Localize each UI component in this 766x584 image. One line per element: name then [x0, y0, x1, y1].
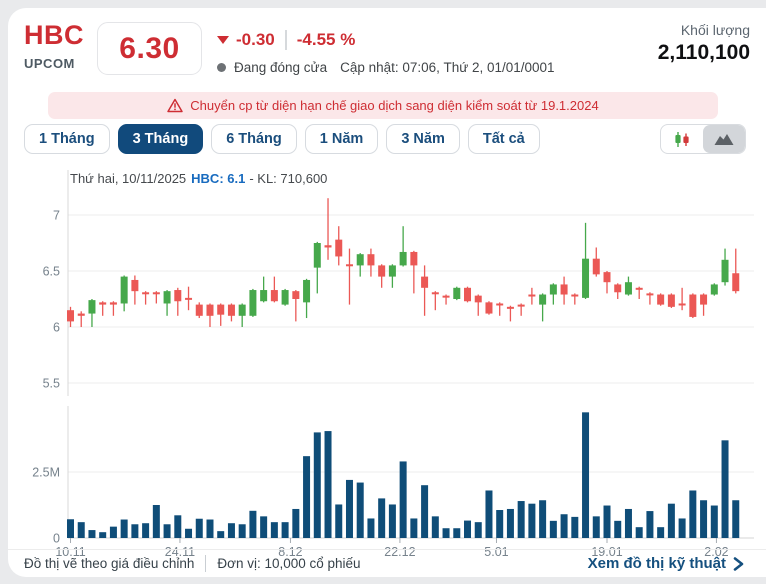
tooltip-volume: - KL: 710,600 — [249, 171, 328, 186]
market-status-row: Đang đóng cửa Cập nhật: 07:06, Thứ 2, 01… — [217, 60, 555, 75]
svg-text:19.01: 19.01 — [591, 545, 622, 559]
technical-chart-link[interactable]: Xem đồ thị kỹ thuật — [588, 555, 744, 572]
status-dot-icon — [217, 63, 226, 72]
svg-text:22.12: 22.12 — [384, 545, 415, 559]
exchange-label: UPCOM — [24, 56, 75, 71]
current-price: 6.30 — [119, 31, 180, 65]
svg-text:7: 7 — [53, 209, 60, 223]
triangle-down-icon — [217, 36, 229, 44]
market-status: Đang đóng cửa — [234, 60, 328, 75]
candlestick-icon — [675, 131, 689, 147]
price-change: -0.30 — [236, 30, 275, 49]
warning-icon — [167, 98, 184, 113]
tab-6-months[interactable]: 6 Tháng — [211, 124, 297, 154]
chart-footer: Đồ thị vẽ theo giá điều chỉnh Đơn vị: 10… — [8, 549, 766, 577]
tooltip-symbol-price: HBC: 6.1 — [191, 171, 246, 186]
candlestick-toggle-button[interactable] — [661, 125, 703, 153]
tooltip-date: Thứ hai, 10/11/2025 — [70, 171, 187, 186]
unit-note: Đơn vị: 10,000 cổ phiếu — [217, 556, 361, 571]
stock-widget-card: HBC UPCOM 6.30 -0.30 -4.55 % Đang đóng c… — [8, 8, 766, 577]
tab-1-year[interactable]: 1 Năm — [304, 124, 379, 154]
warning-banner: Chuyển cp từ diện hạn chế giao dịch sang… — [48, 92, 718, 119]
current-price-box: 6.30 — [97, 22, 202, 75]
svg-text:5.01: 5.01 — [484, 545, 508, 559]
footer-divider — [205, 555, 207, 572]
svg-text:24.11: 24.11 — [165, 545, 195, 559]
area-chart-toggle-button[interactable] — [703, 125, 745, 153]
warning-text: Chuyển cp từ diện hạn chế giao dịch sang… — [190, 98, 599, 113]
tab-1-month[interactable]: 1 Tháng — [24, 124, 110, 154]
volume-value: 2,110,100 — [657, 41, 750, 64]
chevron-right-icon — [733, 556, 744, 571]
chart-tooltip: Thứ hai, 10/11/2025 HBC: 6.1- KL: 710,600 — [70, 171, 327, 186]
volume-label: Khối lượng — [680, 22, 750, 38]
svg-text:10.11: 10.11 — [55, 545, 85, 559]
svg-text:6: 6 — [53, 321, 60, 335]
svg-text:0: 0 — [53, 532, 60, 546]
chart-type-toggle — [660, 124, 746, 154]
period-tabs: 1 Tháng 3 Tháng 6 Tháng 1 Năm 3 Năm Tất … — [24, 124, 540, 154]
price-change-percent: -4.55 % — [296, 30, 356, 49]
technical-chart-link-label: Xem đồ thị kỹ thuật — [587, 555, 726, 572]
stock-chart[interactable]: 7 6.5 6 5.5 2.5M 010.11 24.11 8.12 22.12 5.01 19.0… — [8, 158, 766, 570]
adjusted-price-note: Đồ thị vẽ theo giá điều chỉnh — [24, 556, 195, 571]
svg-text:2.02: 2.02 — [704, 545, 728, 559]
tab-3-months[interactable]: 3 Tháng — [117, 124, 204, 154]
tab-all[interactable]: Tất cả — [467, 124, 540, 154]
price-change-row: -0.30 -4.55 % — [217, 30, 355, 50]
svg-text:2.5M: 2.5M — [32, 466, 60, 480]
stock-symbol: HBC — [24, 20, 84, 50]
total-volume-block: Khối lượng 2,110,100 — [658, 22, 750, 65]
svg-text:5.5: 5.5 — [43, 377, 60, 391]
last-updated: Cập nhật: 07:06, Thứ 2, 01/01/0001 — [340, 60, 555, 75]
change-divider — [284, 30, 287, 50]
tab-3-years[interactable]: 3 Năm — [386, 124, 460, 154]
svg-text:6.5: 6.5 — [43, 265, 60, 279]
svg-text:8.12: 8.12 — [278, 545, 302, 559]
area-chart-icon — [714, 134, 734, 145]
